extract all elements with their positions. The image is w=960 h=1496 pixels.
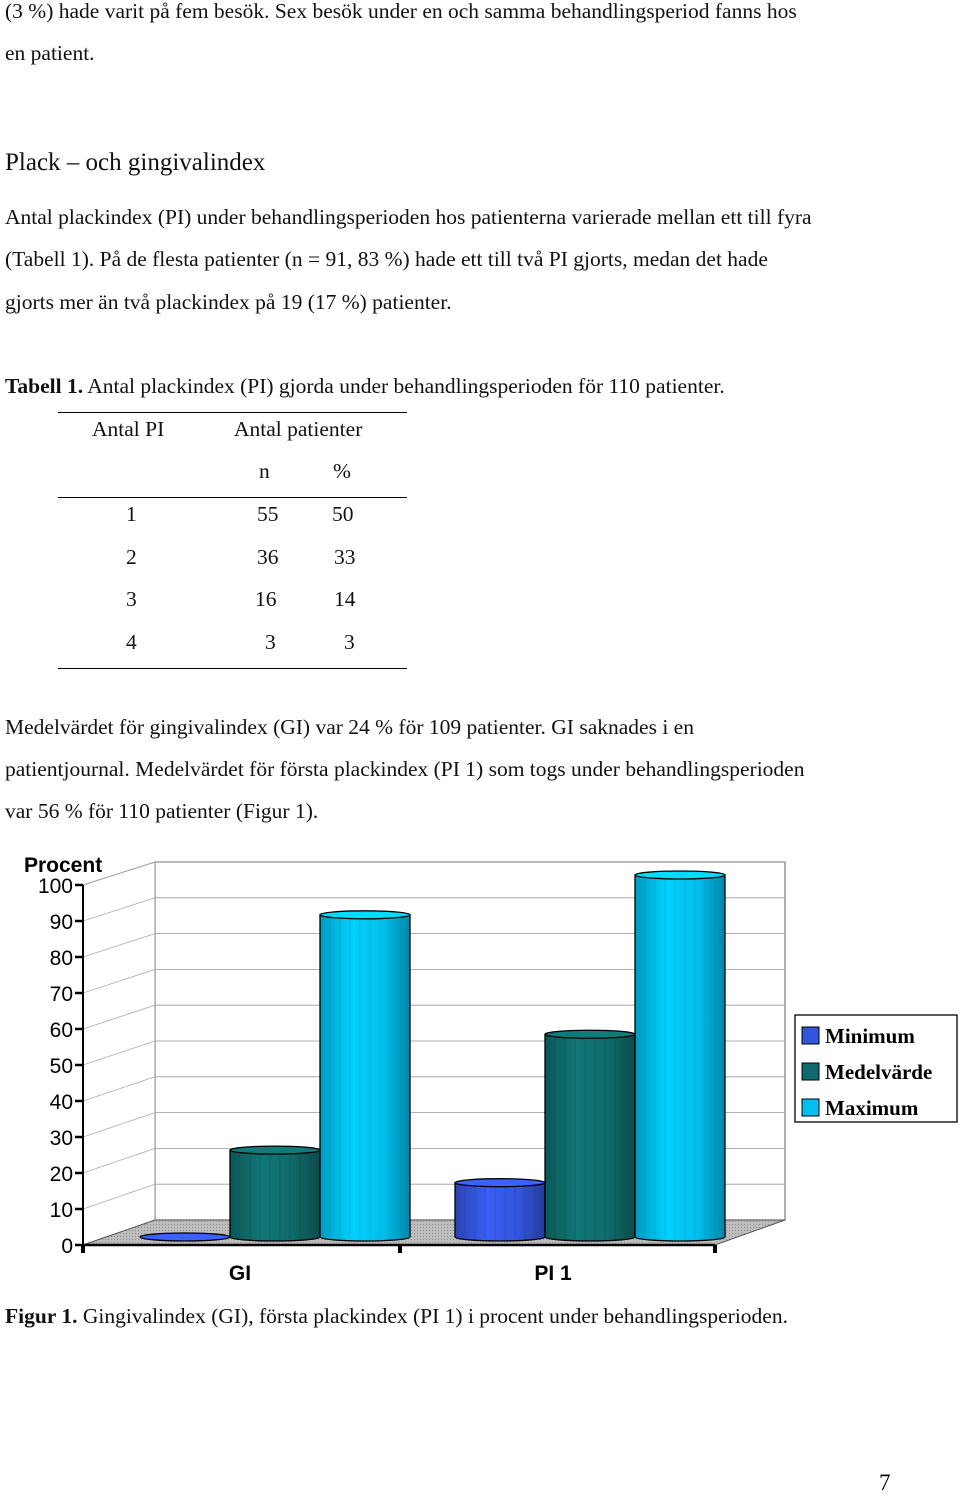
gi-paragraph-line-1: Medelvärdet för gingivalindex (GI) var 2… [5,715,694,739]
table-cell-pct: 33 [334,545,356,569]
section-heading: Plack – och gingivalindex [5,149,266,176]
bar-top-medelvärde [544,1029,636,1039]
table-cell-n: 55 [257,502,279,526]
chart-gridline-side [82,1076,156,1102]
x-category-label: GI [229,1262,251,1285]
table-top-rule [58,412,407,413]
legend-label: Maximum [825,1096,919,1120]
table-cell-n: 36 [257,545,279,569]
figure-caption-label: Figur 1. [5,1304,78,1328]
chart-gridline-side [82,1040,156,1066]
bar-maximum [634,874,726,1242]
intro-line-2: en patient. [5,41,95,65]
legend-label: Medelvärde [825,1060,932,1084]
y-tick-label: 40 [50,1091,73,1114]
chart-gridline-side [82,1004,156,1030]
chart-gridline-side [82,1112,156,1138]
table-subheader-n: n [259,459,270,483]
y-axis-label: Procent [24,854,102,877]
y-tick-label: 20 [50,1163,73,1186]
table-cell-pi: 3 [126,587,137,611]
chart-gridline-side [82,1148,156,1174]
page-number: 7 [879,1470,891,1495]
table-cell-n: 3 [265,630,276,654]
bar-maximum [319,914,411,1242]
x-category-label: PI 1 [534,1262,572,1285]
y-tick-label: 90 [50,911,73,934]
pi-paragraph-line-1: Antal plackindex (PI) under behandlingsp… [5,205,812,229]
table-caption-label: Tabell 1. [5,374,84,398]
y-tick-label: 0 [61,1235,73,1258]
bar-top-maximum [319,910,411,920]
intro-line-1: (3 %) hade varit på fem besök. Sex besök… [5,0,797,23]
figure-caption-text: Gingivalindex (GI), första plackindex (P… [77,1304,788,1328]
legend-label: Minimum [825,1024,915,1048]
table-cell-pi: 1 [126,502,137,526]
bar-medelvärde [229,1149,321,1242]
bar-top-maximum [634,870,726,880]
gi-paragraph-line-2: patientjournal. Medelvärdet för första p… [5,757,805,781]
table-cell-n: 16 [255,587,277,611]
chart-legend [794,1014,958,1123]
table-caption: Tabell 1. Antal plackindex (PI) gjorda u… [5,373,725,399]
y-tick-label: 50 [50,1055,73,1078]
y-tick-label: 10 [50,1199,73,1222]
table-cell-pi: 2 [126,545,137,569]
table-header-antal-pi: Antal PI [92,417,165,441]
table-cell-pct: 50 [332,502,354,526]
chart-gridline-side [82,969,156,994]
table-header-rule [58,497,407,498]
table-caption-text: Antal plackindex (PI) gjorda under behan… [83,374,725,398]
chart-gridline-side [82,933,156,958]
y-tick-label: 60 [50,1019,73,1042]
chart-gridline-side [82,1183,156,1210]
chart-gridline-side [82,897,156,922]
pi-paragraph-line-3: gjorts mer än två plackindex på 19 (17 %… [5,290,452,314]
chart-gridline-side [82,861,156,886]
bar-medelvärde [544,1033,636,1242]
pi-paragraph-line-2: (Tabell 1). På de flesta patienter (n = … [5,247,768,271]
bar-top-minimum [139,1232,231,1242]
legend-swatch [801,1026,820,1045]
figure-caption: Figur 1. Gingivalindex (GI), första plac… [5,1303,788,1329]
bar-minimum [454,1182,546,1242]
gi-paragraph-line-3: var 56 % för 110 patienter (Figur 1). [5,799,319,823]
y-tick-label: 30 [50,1127,73,1150]
y-tick-label: 70 [50,983,73,1006]
table-cell-pi: 4 [126,630,137,654]
table-subheader-pct: % [333,459,351,483]
y-tick-label: 100 [38,875,73,898]
table-header-antal-patienter: Antal patienter [234,417,363,441]
bar-top-minimum [454,1178,546,1188]
bar-top-medelvärde [229,1145,321,1155]
table-bottom-rule [58,668,407,669]
legend-swatch [801,1062,820,1081]
table-cell-pct: 14 [334,587,356,611]
legend-swatch [801,1098,820,1117]
y-tick-label: 80 [50,947,73,970]
table-cell-pct: 3 [344,630,355,654]
